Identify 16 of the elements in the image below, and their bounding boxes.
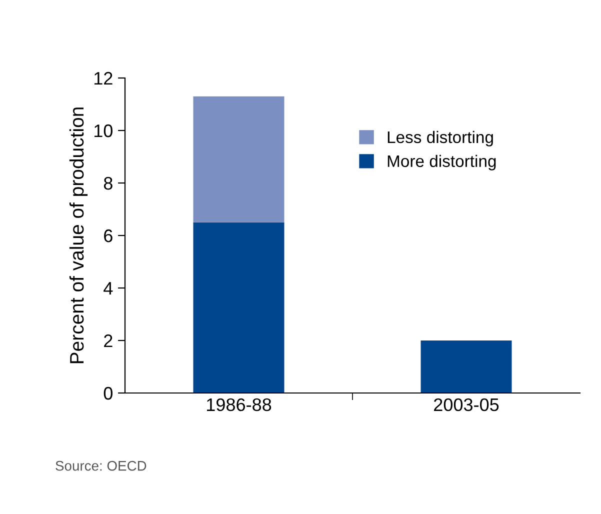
y-axis-title: Percent of value of production: [69, 108, 88, 364]
bar: [193, 222, 284, 393]
y-tick-label: 0: [104, 386, 112, 400]
y-tick-label: 12: [94, 72, 112, 85]
legend-label: More distorting: [388, 154, 496, 170]
x-tick-label: 2003-05: [434, 398, 499, 412]
y-tick-label: 10: [94, 124, 112, 138]
x-tick-label: 1986-88: [207, 398, 272, 412]
source-note: Source: OECD: [56, 460, 146, 471]
bar: [193, 96, 284, 222]
y-tick-label: 4: [104, 282, 113, 295]
legend-label: Less distorting: [388, 130, 493, 146]
bar: [420, 340, 512, 393]
y-tick-label: 2: [104, 334, 112, 348]
y-tick-label: 8: [104, 176, 112, 190]
y-tick-label: 6: [104, 229, 112, 242]
